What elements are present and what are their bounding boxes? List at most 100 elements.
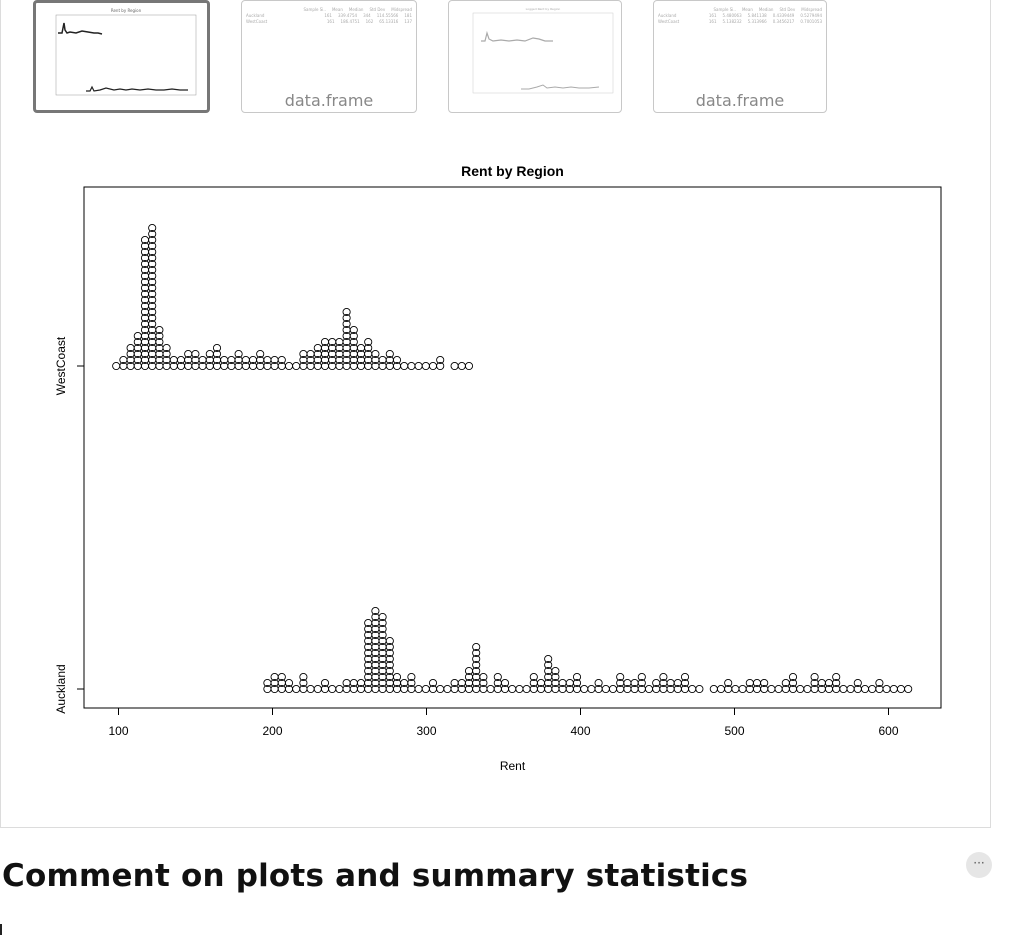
data-point	[889, 684, 898, 694]
data-point	[421, 361, 430, 371]
data-point	[868, 684, 877, 694]
data-point	[342, 307, 351, 317]
data-point	[601, 684, 610, 694]
thumbnail-table-preview: Sample Si.. Mean Median Std Dev Midsprea…	[658, 7, 822, 25]
data-point	[284, 678, 294, 688]
data-point	[378, 630, 387, 640]
thumbnail-label: data.frame	[695, 91, 785, 110]
thumbnail-table-row: WestCoast 161 5.138232 5.313966 0.345621…	[658, 19, 822, 24]
data-point	[464, 361, 474, 371]
data-point	[112, 361, 121, 371]
data-point	[680, 672, 690, 682]
data-point	[148, 283, 157, 293]
more-options-button[interactable]: ···	[966, 852, 992, 878]
rent-by-region-dotplot: Rent by Region 100 200 300 400 500 600 Rent Auck…	[54, 163, 942, 773]
data-point	[788, 672, 798, 682]
data-point	[839, 684, 848, 694]
data-point	[724, 678, 733, 688]
data-point	[529, 672, 538, 682]
x-tick-label: 100	[108, 724, 128, 738]
thumbnail-table-logged-summary[interactable]: Sample Si.. Mean Median Std Dev Midsprea…	[653, 0, 827, 113]
data-point	[342, 319, 351, 329]
x-axis-label: Rent	[500, 759, 526, 773]
plot-output-panel: — ✕ ✕ Rent by Region Sample Si.. Mean	[0, 0, 991, 828]
thumbnail-plot-graphic: Rent by Region	[55, 8, 197, 96]
data-point	[428, 678, 438, 688]
data-point	[292, 684, 301, 694]
thumbnail-label: data.frame	[284, 91, 374, 110]
data-point	[716, 684, 726, 694]
data-point	[500, 678, 510, 688]
data-point	[342, 313, 351, 323]
y-tick-label: Auckland	[54, 664, 68, 713]
data-point	[515, 684, 524, 694]
data-point	[148, 229, 157, 239]
data-point	[457, 361, 466, 371]
data-point	[191, 349, 200, 359]
data-point	[328, 684, 337, 694]
data-point	[436, 684, 445, 694]
data-point	[875, 678, 884, 688]
thumbnail-plot-logged-rent[interactable]: Logged Rent by Region	[448, 0, 622, 113]
data-point	[472, 642, 481, 652]
thumbnail-plot-rent-by-region[interactable]: Rent by Region	[33, 0, 210, 113]
x-tick-label: 500	[724, 724, 744, 738]
data-point	[148, 313, 157, 323]
data-point	[148, 235, 157, 245]
x-tick-label: 200	[262, 724, 282, 738]
data-point	[148, 265, 157, 275]
data-point	[608, 684, 618, 694]
data-point	[572, 678, 582, 688]
data-point	[212, 349, 222, 359]
data-point	[385, 648, 394, 658]
data-point	[580, 684, 589, 694]
output-thumbnail-strip: Rent by Region Sample Si.. Mean Median S…	[33, 0, 827, 113]
data-point	[299, 672, 308, 682]
data-point	[234, 349, 243, 359]
data-point	[846, 684, 855, 694]
data-point	[292, 361, 301, 371]
data-point	[385, 636, 394, 646]
data-point	[364, 343, 373, 353]
data-point	[522, 684, 531, 694]
plot-frame	[83, 186, 942, 709]
data-point	[659, 672, 668, 682]
x-tick-label: 300	[416, 724, 436, 738]
data-point	[644, 684, 654, 694]
data-point	[148, 307, 157, 317]
data-point	[299, 678, 308, 688]
thumbnail-table-row: WestCoast 161 186.4751 162 65.13316 137	[246, 19, 412, 24]
data-point	[551, 672, 560, 682]
data-point	[695, 684, 704, 694]
data-point	[277, 355, 286, 365]
section-heading: Comment on plots and summary statistics	[2, 858, 749, 894]
svg-text:Rent by Region: Rent by Region	[111, 8, 142, 13]
data-point	[443, 684, 452, 694]
data-point	[479, 678, 488, 688]
thumbnail-table-row: Auckland 161 5.480063 5.841138 0.4339449…	[658, 13, 822, 18]
data-point	[148, 241, 157, 251]
data-point	[572, 672, 582, 682]
data-point	[472, 666, 481, 676]
data-point	[472, 660, 481, 670]
data-point	[349, 337, 358, 347]
data-point	[486, 684, 495, 694]
data-point	[810, 672, 819, 682]
data-point	[428, 361, 438, 371]
data-point	[594, 678, 603, 688]
thumbnail-table-summary[interactable]: Sample Si.. Mean Median Std Dev Midsprea…	[241, 0, 417, 113]
data-point	[860, 684, 870, 694]
thumbnail-table-header: Sample Si.. Mean Median Std Dev Midsprea…	[303, 7, 413, 12]
data-point	[349, 325, 358, 335]
data-point	[421, 684, 430, 694]
data-point	[616, 672, 625, 682]
data-point	[385, 660, 394, 670]
data-point	[479, 672, 488, 682]
data-point	[551, 666, 560, 676]
data-point	[767, 684, 776, 694]
data-point	[378, 612, 387, 622]
y-tick-label: WestCoast	[54, 336, 68, 395]
thumbnail-table-preview: Sample Si.. Mean Median Std Dev Midsprea…	[246, 7, 412, 25]
x-tick-label: 400	[570, 724, 590, 738]
data-point	[385, 666, 394, 676]
